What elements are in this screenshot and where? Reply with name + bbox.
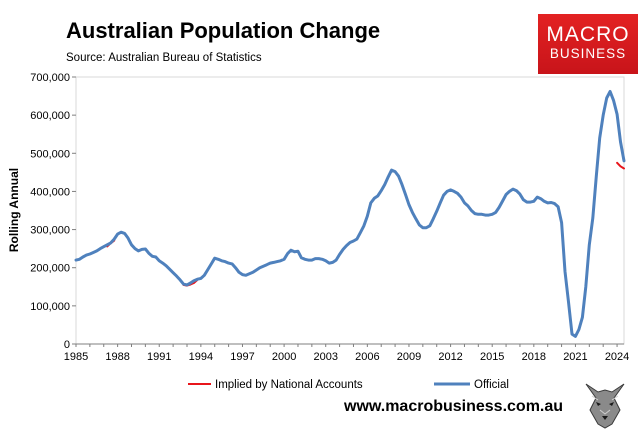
chart-title: Australian Population Change bbox=[66, 18, 381, 43]
x-tick-label: 1991 bbox=[147, 351, 171, 363]
wolf-logo-icon bbox=[582, 380, 628, 430]
x-tick-label: 2021 bbox=[563, 351, 587, 363]
series-layer bbox=[74, 90, 626, 338]
series-line-official bbox=[74, 90, 626, 338]
x-tick-label: 1994 bbox=[189, 351, 213, 363]
website-link[interactable]: www.macrobusiness.com.au bbox=[344, 398, 564, 415]
y-tick-label: 300,000 bbox=[30, 225, 70, 237]
x-tick-label: 2012 bbox=[438, 351, 462, 363]
y-tick-label: 500,000 bbox=[30, 148, 70, 160]
logo-line1: MACRO bbox=[546, 23, 630, 46]
legend-label-implied: Implied by National Accounts bbox=[215, 379, 363, 391]
logo-line2: BUSINESS bbox=[549, 46, 627, 61]
y-tick-label: 400,000 bbox=[30, 186, 70, 198]
y-tick-label: 700,000 bbox=[30, 72, 70, 84]
legend-label-official: Official bbox=[474, 379, 509, 391]
chart-subtitle: Source: Australian Bureau of Statistics bbox=[66, 52, 262, 64]
plot-area bbox=[75, 76, 625, 345]
macrobusiness-logo: MACRO BUSINESS bbox=[538, 14, 638, 74]
x-tick-label: 1988 bbox=[105, 351, 129, 363]
y-tick-label: 600,000 bbox=[30, 110, 70, 122]
y-tick-label: 0 bbox=[64, 339, 70, 351]
x-tick-label: 2015 bbox=[480, 351, 504, 363]
legend: Implied by National Accounts Official bbox=[188, 379, 509, 391]
x-tick-label: 2003 bbox=[313, 351, 337, 363]
y-tick-label: 200,000 bbox=[30, 263, 70, 275]
x-axis: 1985 1988 1991 1994 1997 2000 2003 2006 2009 2012… bbox=[64, 343, 629, 363]
x-tick-label: 2024 bbox=[605, 351, 629, 363]
y-tick-label: 100,000 bbox=[30, 301, 70, 313]
x-tick-label: 2006 bbox=[355, 351, 379, 363]
y-axis: 0 100,000 200,000 300,000 400,000 500,000 600,… bbox=[30, 72, 76, 351]
x-tick-label: 2009 bbox=[397, 351, 421, 363]
x-tick-label: 1985 bbox=[64, 351, 88, 363]
x-tick-label: 1997 bbox=[230, 351, 254, 363]
x-tick-label: 2000 bbox=[272, 351, 296, 363]
x-tick-label: 2018 bbox=[522, 351, 546, 363]
